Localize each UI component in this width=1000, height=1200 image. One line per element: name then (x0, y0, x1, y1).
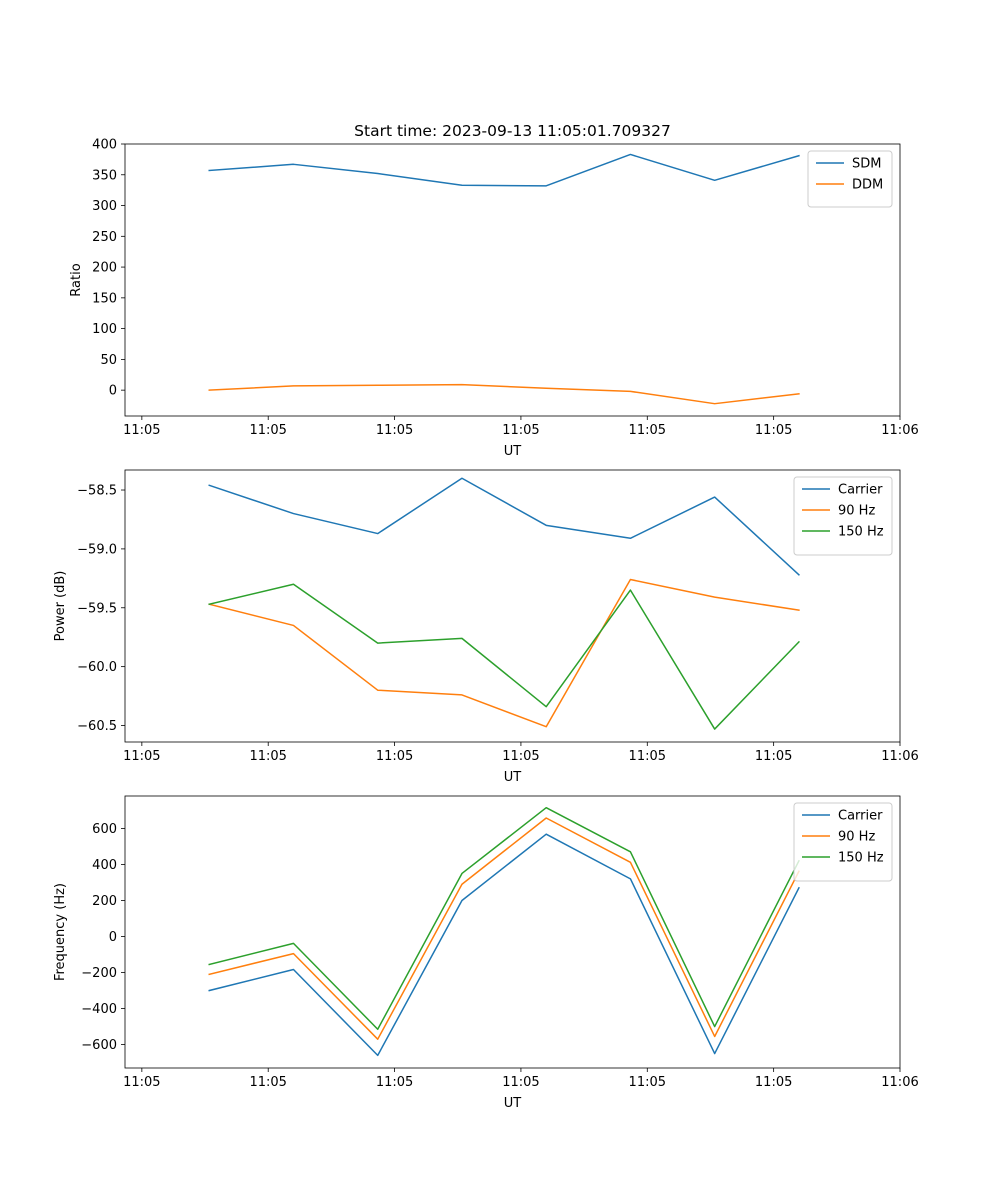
y-tick-label: 400 (92, 138, 117, 153)
axes-frame (124, 469, 901, 743)
x-tick-label: 11:06 (881, 749, 918, 764)
legend-label: 90 Hz (838, 504, 875, 519)
x-tick-label: 11:06 (881, 423, 918, 438)
x-axis-label: UT (504, 1096, 522, 1111)
series-line-carrier (208, 833, 800, 1057)
x-tick-label: 11:05 (629, 749, 666, 764)
series-line-ddm (208, 383, 800, 405)
legend-label: Carrier (838, 483, 883, 498)
x-tick-label: 11:05 (376, 749, 413, 764)
x-tick-label: 11:05 (755, 1075, 792, 1090)
y-axis-label: Frequency (Hz) (53, 883, 68, 981)
series-line-90-hz (208, 578, 800, 728)
y-tick-label: 250 (92, 230, 117, 245)
y-tick-label: 300 (92, 199, 117, 214)
legend-box (793, 802, 893, 882)
x-tick-label: 11:05 (502, 749, 539, 764)
legend: Carrier 90 Hz 150 Hz (793, 802, 893, 882)
y-tick-label: −400 (81, 1002, 117, 1017)
y-tick-label: −60.5 (77, 719, 117, 734)
y-tick-label: −600 (81, 1038, 117, 1053)
legend-label: 90 Hz (838, 830, 875, 845)
chart-title: Start time: 2023-09-13 11:05:01.709327 (354, 122, 671, 140)
x-tick-label: 11:05 (123, 423, 160, 438)
y-tick-label: −59.0 (77, 542, 117, 557)
legend-label: DDM (852, 178, 883, 193)
y-tick-label: 600 (92, 822, 117, 837)
series-line-sdm (208, 153, 800, 187)
panel-2: 11:05 11:05 11:05 11:05 11:05 11:05 11:06 −60.5… (53, 469, 919, 785)
legend-box (807, 150, 893, 208)
x-tick-label: 11:05 (376, 1075, 413, 1090)
series-line-90-hz (208, 817, 800, 1040)
x-tick-label: 11:05 (755, 749, 792, 764)
y-tick-label: −200 (81, 966, 117, 981)
axes-frame (124, 143, 901, 417)
y-tick-label: −59.5 (77, 601, 117, 616)
x-tick-label: 11:05 (502, 1075, 539, 1090)
legend-label: SDM (852, 157, 881, 172)
x-axis-label: UT (504, 444, 522, 459)
x-tick-label: 11:05 (755, 423, 792, 438)
x-tick-label: 11:05 (123, 1075, 160, 1090)
y-axis-label: Power (dB) (53, 571, 68, 642)
legend-box (793, 476, 893, 556)
panel-3: 11:05 11:05 11:05 11:05 11:05 11:05 11:06 −600 −… (53, 795, 919, 1111)
legend-label: 150 Hz (838, 525, 884, 540)
x-tick-label: 11:05 (249, 423, 286, 438)
y-tick-label: −58.5 (77, 484, 117, 499)
x-tick-label: 11:06 (881, 1075, 918, 1090)
x-tick-label: 11:05 (629, 1075, 666, 1090)
x-tick-label: 11:05 (123, 749, 160, 764)
series-line-150-hz (208, 806, 800, 1031)
legend-label: Carrier (838, 809, 883, 824)
y-tick-label: 200 (92, 894, 117, 909)
panel-1: 11:05 11:05 11:05 11:05 11:05 11:05 11:06 0 50 10… (69, 122, 919, 459)
y-tick-label: 150 (92, 291, 117, 306)
x-tick-label: 11:05 (629, 423, 666, 438)
series-line-150-hz (208, 583, 800, 730)
y-tick-label: 50 (100, 353, 117, 368)
y-tick-label: 400 (92, 858, 117, 873)
y-tick-label: −60.0 (77, 660, 117, 675)
axes-frame (124, 795, 901, 1069)
legend: SDM DDM (807, 150, 893, 208)
y-tick-label: 0 (109, 930, 117, 945)
y-tick-label: 350 (92, 168, 117, 183)
y-tick-label: 200 (92, 261, 117, 276)
legend-label: 150 Hz (838, 851, 884, 866)
y-tick-label: 100 (92, 322, 117, 337)
x-tick-label: 11:05 (249, 749, 286, 764)
x-tick-label: 11:05 (502, 423, 539, 438)
x-tick-label: 11:05 (376, 423, 413, 438)
legend: Carrier 90 Hz 150 Hz (793, 476, 893, 556)
y-tick-label: 0 (109, 384, 117, 399)
x-tick-label: 11:05 (249, 1075, 286, 1090)
series-line-carrier (208, 477, 800, 576)
x-axis-label: UT (504, 770, 522, 785)
y-axis-label: Ratio (69, 263, 84, 296)
